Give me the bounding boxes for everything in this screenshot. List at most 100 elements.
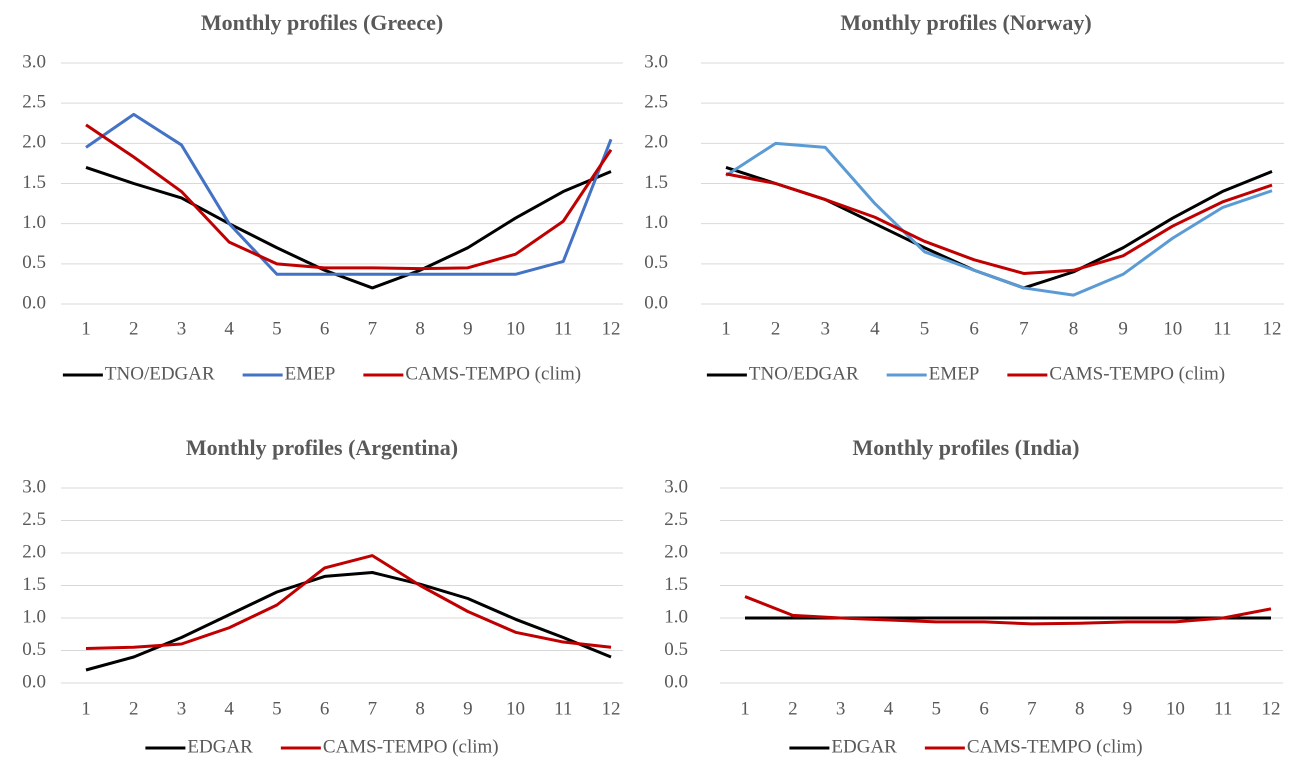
x-tick-label: 10 xyxy=(1163,318,1182,339)
y-tick-label: 3.0 xyxy=(22,476,46,497)
x-tick-label: 1 xyxy=(81,698,91,719)
x-tick-label: 10 xyxy=(506,318,525,339)
x-tick-label: 6 xyxy=(969,318,979,339)
legend-label: TNO/EDGAR xyxy=(105,363,215,384)
y-tick-label: 0.0 xyxy=(22,671,46,692)
x-tick-label: 5 xyxy=(920,318,930,339)
chart-title: Monthly profiles (Argentina) xyxy=(186,435,458,460)
legend: TNO/EDGAR EMEP CAMS-TEMPO (clim) xyxy=(706,363,1225,384)
series-line xyxy=(725,141,1273,297)
y-tick-label: 0.5 xyxy=(22,252,46,273)
series-line xyxy=(725,172,1273,275)
y-tick-label: 1.5 xyxy=(22,172,46,193)
y-tick-label: 1.5 xyxy=(664,574,688,595)
x-tick-label: 4 xyxy=(224,318,234,339)
x-tick-label: 3 xyxy=(821,318,831,339)
x-tick-label: 1 xyxy=(740,698,750,719)
x-tick-label: 8 xyxy=(415,698,425,719)
x-tick-label: 5 xyxy=(272,318,282,339)
series-line xyxy=(85,123,613,271)
y-tick-label: 1.0 xyxy=(664,606,688,627)
x-tick-label: 3 xyxy=(177,698,187,719)
legend-label: EDGAR xyxy=(831,736,897,757)
x-tick-label: 1 xyxy=(721,318,731,339)
legend-label: TNO/EDGAR xyxy=(749,363,859,384)
series-line xyxy=(85,112,613,276)
x-tick-label: 7 xyxy=(1027,698,1037,719)
chart-title: Monthly profiles (Greece) xyxy=(201,10,443,35)
legend: EDGAR CAMS-TEMPO (clim) xyxy=(789,736,1143,757)
x-tick-label: 8 xyxy=(415,318,425,339)
y-tick-label: 2.0 xyxy=(664,541,688,562)
y-tick-label: 1.0 xyxy=(644,212,668,233)
legend-label: CAMS-TEMPO (clim) xyxy=(323,736,499,757)
x-tick-label: 2 xyxy=(788,698,798,719)
legend-label: CAMS-TEMPO (clim) xyxy=(405,363,581,384)
x-tick-label: 5 xyxy=(272,698,282,719)
x-tick-label: 7 xyxy=(368,318,378,339)
x-tick-label: 3 xyxy=(177,318,187,339)
y-tick-label: 2.0 xyxy=(22,541,46,562)
x-tick-label: 10 xyxy=(506,698,525,719)
legend: TNO/EDGAR EMEP CAMS-TEMPO (clim) xyxy=(62,363,581,384)
y-tick-label: 1.5 xyxy=(644,172,668,193)
y-tick-label: 2.5 xyxy=(22,509,46,530)
y-tick-label: 0.5 xyxy=(644,252,668,273)
x-tick-label: 7 xyxy=(368,698,378,719)
chart-title: Monthly profiles (Norway) xyxy=(840,10,1091,35)
x-tick-label: 7 xyxy=(1019,318,1029,339)
x-tick-label: 12 xyxy=(1263,318,1282,339)
series-line xyxy=(744,595,1272,626)
legend-label: EMEP xyxy=(929,363,980,384)
x-tick-label: 2 xyxy=(771,318,781,339)
legend-label: EMEP xyxy=(285,363,336,384)
y-tick-label: 1.5 xyxy=(22,574,46,595)
x-tick-label: 4 xyxy=(224,698,234,719)
x-tick-label: 8 xyxy=(1069,318,1079,339)
x-tick-label: 3 xyxy=(836,698,846,719)
x-tick-label: 9 xyxy=(1118,318,1128,339)
x-tick-label: 12 xyxy=(1262,698,1281,719)
y-tick-label: 1.0 xyxy=(22,606,46,627)
y-tick-label: 2.0 xyxy=(644,132,668,153)
y-tick-label: 3.0 xyxy=(664,476,688,497)
x-tick-label: 2 xyxy=(129,698,139,719)
series-line xyxy=(85,554,612,651)
y-tick-label: 2.5 xyxy=(664,509,688,530)
x-tick-label: 9 xyxy=(463,318,473,339)
x-tick-label: 4 xyxy=(870,318,880,339)
x-tick-label: 8 xyxy=(1075,698,1085,719)
y-tick-label: 2.5 xyxy=(644,92,668,113)
y-tick-label: 0.0 xyxy=(644,292,668,313)
x-tick-label: 10 xyxy=(1166,698,1185,719)
x-tick-label: 12 xyxy=(602,318,621,339)
x-tick-label: 6 xyxy=(320,698,330,719)
y-tick-label: 3.0 xyxy=(644,51,668,72)
legend: EDGAR CAMS-TEMPO (clim) xyxy=(145,736,499,757)
y-tick-label: 3.0 xyxy=(22,51,46,72)
x-tick-label: 11 xyxy=(554,318,572,339)
x-tick-label: 9 xyxy=(463,698,473,719)
legend-label: EDGAR xyxy=(187,736,253,757)
y-tick-label: 2.5 xyxy=(22,92,46,113)
x-tick-label: 6 xyxy=(320,318,330,339)
x-tick-label: 6 xyxy=(979,698,989,719)
y-tick-label: 0.5 xyxy=(664,639,688,660)
legend-label: CAMS-TEMPO (clim) xyxy=(1049,363,1225,384)
y-tick-label: 1.0 xyxy=(22,212,46,233)
series-line xyxy=(85,571,612,672)
x-tick-label: 5 xyxy=(932,698,942,719)
x-tick-label: 11 xyxy=(554,698,572,719)
y-tick-label: 2.0 xyxy=(22,132,46,153)
series-line xyxy=(85,166,612,290)
x-tick-label: 4 xyxy=(884,698,894,719)
x-tick-label: 9 xyxy=(1123,698,1133,719)
y-tick-label: 0.0 xyxy=(22,292,46,313)
x-tick-label: 2 xyxy=(129,318,139,339)
x-tick-label: 12 xyxy=(602,698,621,719)
x-tick-label: 11 xyxy=(1214,698,1232,719)
y-tick-label: 0.0 xyxy=(664,671,688,692)
x-tick-label: 1 xyxy=(81,318,91,339)
